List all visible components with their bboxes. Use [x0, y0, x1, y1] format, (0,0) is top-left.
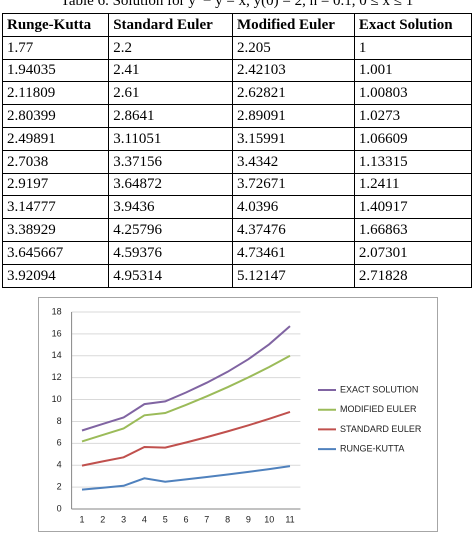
table-row: 2.49891 3.11051 3.15991 1.06609 — [1, 126, 473, 151]
x-tick-label: 10 — [264, 514, 274, 524]
table-cell: 3.92094 — [1, 263, 110, 288]
table-cell: 3.64872 — [108, 172, 233, 197]
table-cell: 3.14777 — [1, 195, 110, 220]
y-tick-label: 10 — [52, 394, 62, 404]
x-tick-label: 5 — [163, 514, 168, 524]
y-tick-label: 18 — [52, 306, 62, 316]
table-cell: 2.62821 — [231, 81, 355, 106]
series-line — [81, 465, 291, 491]
table-cell: 2.71828 — [353, 263, 473, 288]
table-cell: 2.41 — [108, 58, 233, 83]
table-cell: 2.9197 — [1, 172, 110, 197]
legend-label: STANDARD EULER — [340, 424, 422, 434]
y-tick-label: 16 — [52, 328, 62, 338]
legend-label: MODIFIED EULER — [340, 404, 417, 414]
table-row: 2.9197 3.64872 3.72671 1.2411 — [1, 172, 473, 197]
x-tick-label: 4 — [142, 514, 147, 524]
table-row: 2.11809 2.61 2.62821 1.00803 — [1, 81, 473, 106]
header-cell: Modified Euler — [231, 13, 355, 37]
chart-frame — [38, 297, 438, 532]
y-tick-label: 2 — [57, 481, 62, 491]
solution-table: Runge-Kutta Standard Euler Modified Euler E… — [1, 13, 473, 288]
table-cell: 2.42103 — [231, 58, 355, 83]
table-cell: 1.2411 — [353, 172, 473, 197]
table-cell: 4.95314 — [108, 263, 233, 288]
table-row: 1.94035 2.41 2.42103 1.001 — [1, 58, 473, 83]
legend-label: EXACT SOLUTION — [340, 384, 418, 394]
table-cell: 5.12147 — [231, 263, 355, 288]
x-tick-label: 9 — [246, 514, 251, 524]
series-line — [81, 325, 291, 432]
table-cell: 2.07301 — [353, 240, 473, 265]
table-cell: 1.77 — [1, 35, 110, 60]
table-cell: 4.37476 — [231, 218, 355, 242]
table-row: 2.7038 3.37156 3.4342 1.13315 — [1, 149, 473, 174]
table-cell: 3.72671 — [231, 172, 355, 197]
series-line — [81, 354, 291, 443]
x-tick-label: 6 — [183, 514, 188, 524]
x-tick-label: 7 — [204, 514, 209, 524]
table-cell: 4.25796 — [108, 218, 233, 242]
table-cell: 1.94035 — [1, 58, 110, 83]
table-cell: 1.00803 — [353, 81, 473, 106]
x-tick-label: 1 — [79, 514, 84, 524]
header-cell: Standard Euler — [108, 13, 233, 37]
header-row: Runge-Kutta Standard Euler Modified Euler E… — [1, 13, 473, 37]
y-tick-label: 6 — [57, 438, 62, 448]
header-cell: Exact Solution — [353, 13, 473, 37]
table-row: 3.38929 4.25796 4.37476 1.66863 — [1, 218, 473, 242]
table-row: 3.92094 4.95314 5.12147 2.71828 — [1, 263, 473, 288]
table-caption: Table 6. Solution for y′ − y = x, y(0) =… — [60, 0, 414, 9]
table-cell: 1.0273 — [353, 104, 473, 128]
legend-label: RUNGE-KUTTA — [340, 443, 404, 453]
table-cell: 2.49891 — [1, 126, 110, 151]
x-tick-label: 3 — [121, 514, 126, 524]
table-cell: 2.11809 — [1, 81, 110, 106]
table-cell: 1.001 — [353, 58, 473, 83]
y-tick-label: 14 — [52, 350, 62, 360]
x-tick-label: 8 — [225, 514, 230, 524]
y-tick-label: 0 — [57, 503, 62, 513]
y-tick-label: 12 — [52, 372, 62, 382]
table-cell: 3.37156 — [108, 149, 233, 174]
y-tick-label: 4 — [57, 460, 62, 470]
series-line — [81, 410, 291, 467]
y-tick-label: 8 — [57, 416, 62, 426]
table-cell: 3.15991 — [231, 126, 355, 151]
x-tick-label: 11 — [285, 514, 294, 524]
x-tick-label: 2 — [100, 514, 105, 524]
